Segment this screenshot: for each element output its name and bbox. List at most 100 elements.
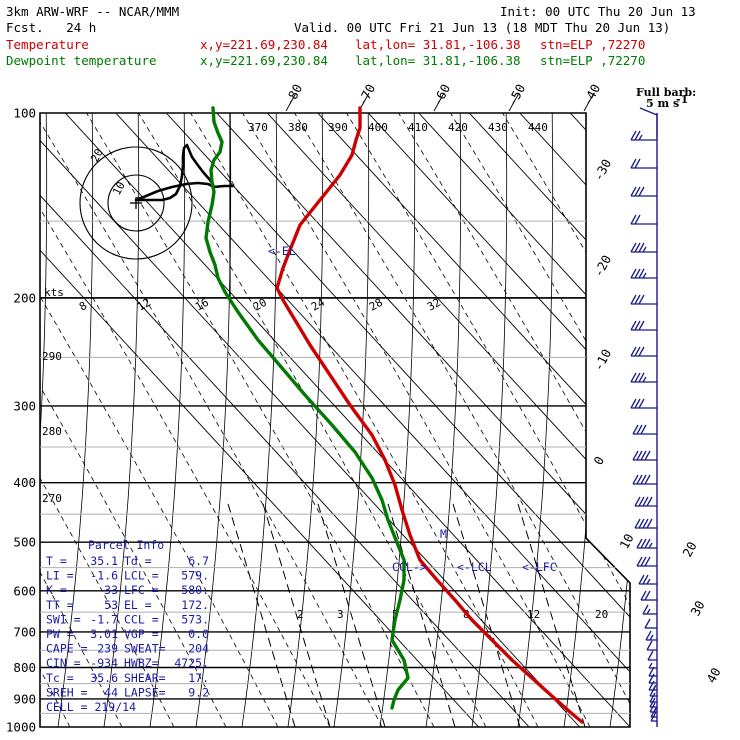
pressure-tick-labels: 100 200 300 400 500 600 700 800 900 1000 xyxy=(6,106,36,735)
top-temp-tick-neg60: -60 xyxy=(429,81,453,108)
parcel-info-box: Parcel Info T = 35.1 Td = 6.7 LI = -1.6 LCL = 57… xyxy=(46,538,209,714)
right-temp-tick-0: 0 xyxy=(590,454,607,468)
theta-top-labels: 370 380 390 400 410 420 430 440 xyxy=(248,121,548,134)
parcel-label-right: LFC = xyxy=(124,583,159,597)
hodo-ring-10-label: 10 xyxy=(110,180,128,198)
mixing-ratio-12: 12 xyxy=(527,608,540,621)
hodograph-inset: 20 10 xyxy=(79,143,235,260)
legend-dewpoint-label: Dewpoint temperature xyxy=(6,53,157,68)
full-barb-legend-line2: 5 m s xyxy=(646,97,679,110)
right-temperature-labels: -30 -20 -10 0 10 20 30 40 xyxy=(590,156,723,685)
wind-barb-column xyxy=(630,113,658,727)
parcel-label-right: HWBZ= xyxy=(124,656,159,670)
parcel-label-right: SWEAT= xyxy=(124,642,166,656)
legend-temperature-label: Temperature xyxy=(6,37,89,52)
parcel-label-right: SHEAR= xyxy=(124,671,166,685)
theta-left-labels: 290 280 270 xyxy=(42,350,62,505)
wind-barb xyxy=(632,474,657,485)
theta-left-280: 280 xyxy=(42,425,62,438)
legend-temperature-stn: stn=ELP ,72270 xyxy=(540,37,646,52)
top-temperature-labels: -80 -70 -60 -50 -40 xyxy=(281,81,603,112)
legend-dewpoint-latlon: lat,lon= 31.81,-106.38 xyxy=(355,53,521,68)
parcel-value-left: 35.6 xyxy=(90,671,118,685)
wind-barb xyxy=(640,590,657,601)
wind-barb xyxy=(630,346,657,357)
wind-barb xyxy=(636,538,657,549)
right-temp-tick-10: 10 xyxy=(616,531,636,551)
parcel-label-left: Tc = xyxy=(46,671,74,685)
wind-barb xyxy=(630,268,657,279)
parcel-value-left: 3.01 xyxy=(90,627,118,641)
wind-barb xyxy=(646,640,657,651)
wind-barb-legend: Full barb: 5 m s -1 xyxy=(636,86,696,138)
pressure-tick-200: 200 xyxy=(13,290,36,305)
theta-top-380: 380 xyxy=(288,121,308,134)
curve-temperature xyxy=(275,106,584,724)
header-valid-line: Valid. 00 UTC Fri 21 Jun 13 (18 MDT Thu … xyxy=(294,20,671,35)
parcel-label-right: LCL = xyxy=(124,569,159,583)
header-init-line: Init: 00 UTC Thu 20 Jun 13 xyxy=(500,4,696,19)
wind-scale-tick-16: 16 xyxy=(193,296,211,314)
parcel-label-left: LI = xyxy=(46,569,74,583)
pressure-tick-900: 900 xyxy=(13,691,36,706)
wind-barb xyxy=(632,450,657,461)
parcel-value-right: 580. xyxy=(181,583,209,597)
right-temp-tick-neg30: -30 xyxy=(590,156,614,183)
header-model-line: 3km ARW-WRF -- NCAR/MMM xyxy=(6,4,180,19)
parcel-value-right: 6.7 xyxy=(188,554,209,568)
right-temp-tick-30: 30 xyxy=(687,598,707,618)
parcel-label-right: Td = xyxy=(124,554,152,568)
pressure-tick-1000: 1000 xyxy=(6,720,36,735)
theta-left-270: 270 xyxy=(42,492,62,505)
wind-scale-tick-24: 24 xyxy=(309,296,327,314)
level-markers: <-EL CCL-> <-LCL <-LFC M xyxy=(268,244,557,574)
wind-scale-tick-28: 28 xyxy=(367,296,385,314)
parcel-value-right: 204 xyxy=(188,642,209,656)
pressure-tick-500: 500 xyxy=(13,535,36,550)
wind-barb xyxy=(630,214,657,225)
wind-barb xyxy=(630,372,657,383)
parcel-value-left: 33 xyxy=(104,583,118,597)
parcel-value-right: 573. xyxy=(181,612,209,626)
parcel-value-left: 44 xyxy=(104,685,118,699)
top-temp-tick-neg50: -50 xyxy=(504,81,528,108)
wind-scale-tick-32: 32 xyxy=(425,296,443,314)
full-barb-unit-exponent: -1 xyxy=(676,93,688,106)
right-temp-tick-20: 20 xyxy=(679,539,699,559)
wind-barb xyxy=(636,556,657,567)
theta-top-390: 390 xyxy=(328,121,348,134)
wind-barb xyxy=(630,242,657,253)
theta-top-420: 420 xyxy=(448,121,468,134)
wind-barb xyxy=(647,650,657,661)
pressure-tick-300: 300 xyxy=(13,398,36,413)
parcel-value-right: 172. xyxy=(181,598,209,612)
hodo-ring-20-label: 20 xyxy=(88,147,106,165)
parcel-label-left: SWI = xyxy=(46,612,81,626)
parcel-value-right: 4725. xyxy=(174,656,209,670)
parcel-value-left: -934 xyxy=(90,656,118,670)
parcel-label-left: T = xyxy=(46,554,67,568)
parcel-label-left: PW = xyxy=(46,627,74,641)
theta-top-410: 410 xyxy=(408,121,428,134)
mixing-ratio-2: 2 xyxy=(297,608,304,621)
parcel-info-title: Parcel Info xyxy=(88,538,164,552)
parcel-label-left: SREH = xyxy=(46,685,88,699)
pressure-tick-700: 700 xyxy=(13,624,36,639)
wind-barb xyxy=(650,707,657,718)
parcel-cell-value: CELL = 219/14 xyxy=(46,700,136,714)
theta-top-430: 430 xyxy=(488,121,508,134)
pressure-tick-100: 100 xyxy=(13,106,36,121)
theta-top-400: 400 xyxy=(368,121,388,134)
mixing-ratio-labels: 2 3 5 8 12 20 xyxy=(297,608,608,621)
wind-barb xyxy=(644,618,657,629)
mixing-ratio-20: 20 xyxy=(595,608,608,621)
top-temp-tick-neg80: -80 xyxy=(281,81,305,108)
right-temp-tick-neg10: -10 xyxy=(590,346,614,373)
parcel-label-left: TT = xyxy=(46,598,74,612)
parcel-value-right: 0.0 xyxy=(188,627,209,641)
wind-barb xyxy=(645,630,657,641)
legend-dewpoint-xy: x,y=221.69,230.84 xyxy=(200,53,328,68)
right-temp-tick-40: 40 xyxy=(703,665,723,685)
